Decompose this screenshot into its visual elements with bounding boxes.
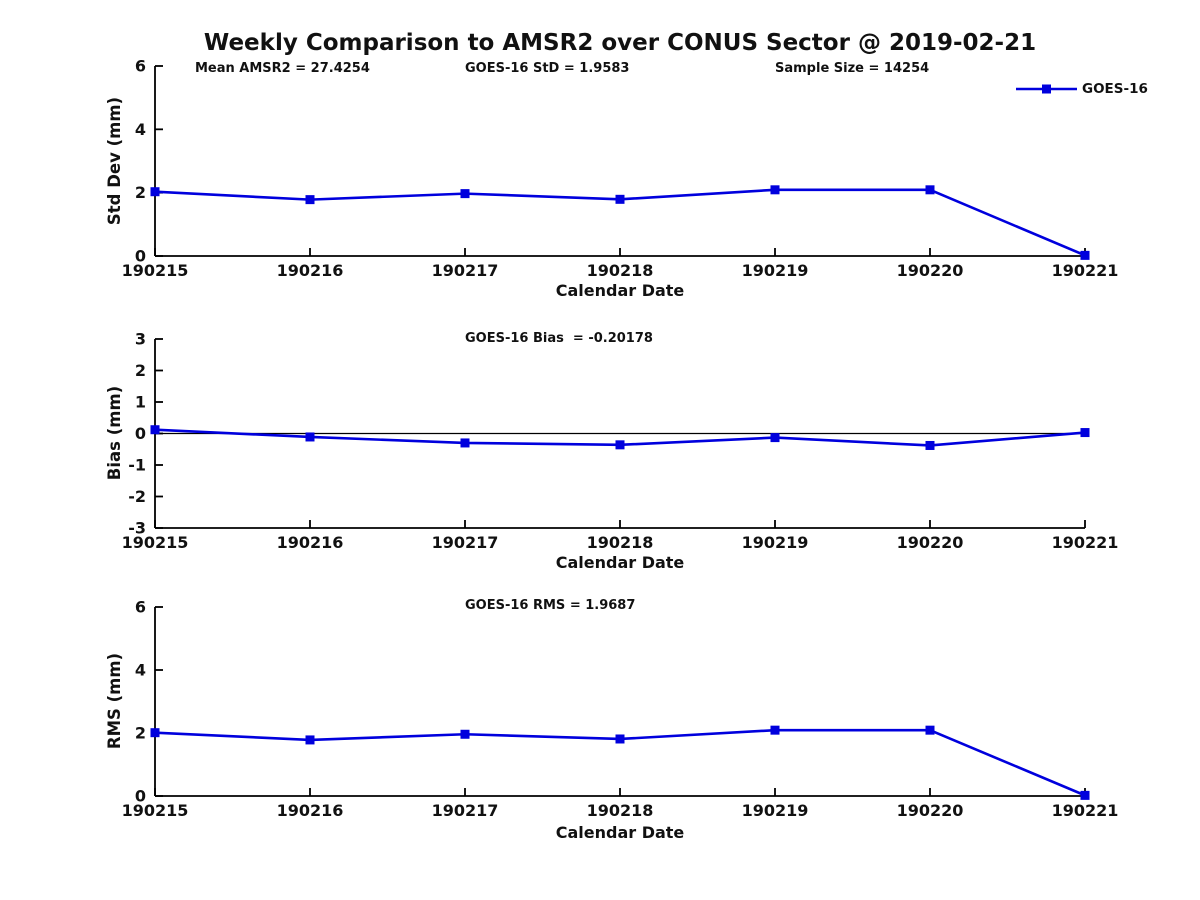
x-tick-label: 190221 bbox=[1052, 261, 1119, 280]
x-tick-label: 190215 bbox=[122, 261, 189, 280]
x-axis-label-middle: Calendar Date bbox=[555, 553, 685, 572]
stat-goes-std: GOES-16 StD = 1.9583 bbox=[465, 61, 630, 76]
x-tick-label: 190216 bbox=[277, 533, 344, 552]
y-tick-label: -1 bbox=[128, 456, 146, 475]
x-tick-label: 190221 bbox=[1052, 801, 1119, 820]
y-tick-label: 4 bbox=[135, 661, 146, 680]
data-point-marker bbox=[925, 440, 935, 450]
y-tick-label: 2 bbox=[135, 183, 146, 202]
x-tick-label: 190220 bbox=[897, 533, 964, 552]
y-tick-label: 2 bbox=[135, 724, 146, 743]
y-axis-label-stddev: Std Dev (mm) bbox=[105, 96, 124, 226]
data-point-marker bbox=[305, 432, 315, 442]
x-axis-label-bottom: Calendar Date bbox=[555, 823, 685, 842]
data-point-marker bbox=[150, 425, 160, 435]
x-tick-label: 190219 bbox=[742, 533, 809, 552]
annotation-rms: GOES-16 RMS = 1.9687 bbox=[465, 598, 636, 613]
y-tick-label: -2 bbox=[128, 487, 146, 506]
x-tick-label: 190219 bbox=[742, 801, 809, 820]
x-tick-label: 190219 bbox=[742, 261, 809, 280]
stat-sample-size: Sample Size = 14254 bbox=[775, 61, 930, 76]
data-point-marker bbox=[615, 194, 625, 204]
data-point-marker bbox=[305, 195, 315, 205]
y-tick-label: -3 bbox=[128, 519, 146, 538]
y-axis-label-rms: RMS (mm) bbox=[105, 652, 124, 750]
x-tick-label: 190217 bbox=[432, 533, 499, 552]
y-tick-label: 0 bbox=[135, 787, 146, 806]
data-point-marker bbox=[615, 440, 625, 450]
y-tick-label: 3 bbox=[135, 330, 146, 349]
x-tick-label: 190218 bbox=[587, 801, 654, 820]
x-tick-label: 190217 bbox=[432, 801, 499, 820]
data-point-marker bbox=[305, 735, 315, 745]
legend-marker-sample bbox=[1042, 84, 1051, 94]
y-tick-label: 0 bbox=[135, 247, 146, 266]
x-tick-label: 190216 bbox=[277, 261, 344, 280]
data-point-marker bbox=[1080, 790, 1090, 800]
annotation-bias: GOES-16 Bias = -0.20178 bbox=[465, 331, 653, 346]
data-point-marker bbox=[460, 189, 470, 199]
x-tick-label: 190216 bbox=[277, 801, 344, 820]
x-tick-label: 190220 bbox=[897, 261, 964, 280]
x-tick-label: 190215 bbox=[122, 801, 189, 820]
y-tick-label: 4 bbox=[135, 120, 146, 139]
data-point-marker bbox=[770, 725, 780, 735]
y-tick-label: 2 bbox=[135, 361, 146, 380]
data-point-marker bbox=[615, 734, 625, 744]
data-point-marker bbox=[460, 729, 470, 739]
x-axis-label-top: Calendar Date bbox=[555, 281, 685, 300]
data-point-marker bbox=[925, 185, 935, 195]
data-point-marker bbox=[150, 187, 160, 197]
data-point-marker bbox=[1080, 250, 1090, 260]
data-point-marker bbox=[1080, 428, 1090, 438]
x-tick-label: 190218 bbox=[587, 261, 654, 280]
x-tick-label: 190221 bbox=[1052, 533, 1119, 552]
y-tick-label: 1 bbox=[135, 393, 146, 412]
y-axis-label-bias: Bias (mm) bbox=[105, 385, 124, 481]
page-title: Weekly Comparison to AMSR2 over CONUS Se… bbox=[203, 30, 1037, 56]
x-tick-label: 190218 bbox=[587, 533, 654, 552]
y-tick-label: 6 bbox=[135, 57, 146, 76]
y-tick-label: 6 bbox=[135, 598, 146, 617]
data-point-marker bbox=[460, 438, 470, 448]
data-point-marker bbox=[770, 433, 780, 443]
data-point-marker bbox=[770, 185, 780, 195]
x-tick-label: 190217 bbox=[432, 261, 499, 280]
data-point-marker bbox=[150, 728, 160, 738]
x-tick-label: 190215 bbox=[122, 533, 189, 552]
x-tick-label: 190220 bbox=[897, 801, 964, 820]
y-tick-label: 0 bbox=[135, 424, 146, 443]
legend-label-goes16: GOES-16 bbox=[1082, 81, 1148, 97]
data-point-marker bbox=[925, 725, 935, 735]
stat-mean-amsr2: Mean AMSR2 = 27.4254 bbox=[195, 61, 370, 76]
